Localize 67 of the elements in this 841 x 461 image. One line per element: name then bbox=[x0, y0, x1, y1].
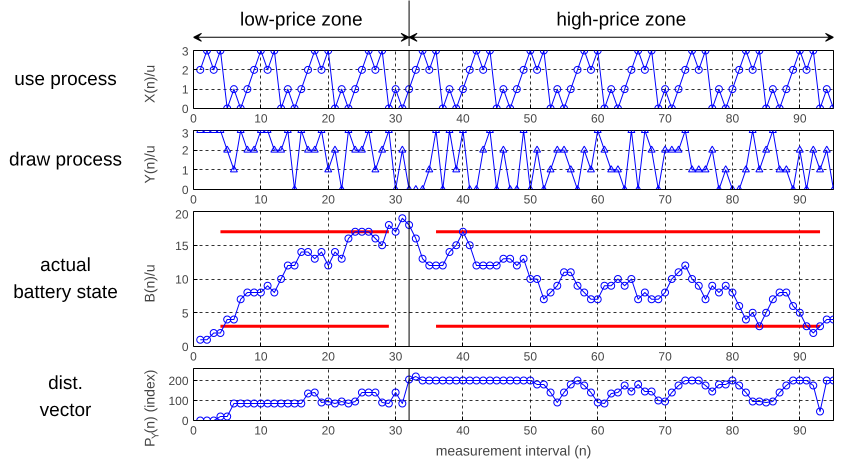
x-tick-label: 0 bbox=[190, 424, 198, 438]
x-tick-label: 30 bbox=[388, 350, 403, 364]
x-tick-label: 30 bbox=[388, 112, 403, 126]
x-tick-label: 70 bbox=[658, 112, 672, 126]
x-tick-label: 90 bbox=[793, 192, 807, 206]
text: dist. vector bbox=[40, 372, 92, 422]
y-axis-title: B(n)/u bbox=[142, 264, 158, 303]
x-tick-label: 80 bbox=[726, 424, 740, 438]
x-tick-label: 50 bbox=[524, 192, 538, 206]
y-tick-label: 0 bbox=[182, 183, 189, 197]
y-tick-label: 15 bbox=[175, 238, 189, 253]
x-tick-label: 30 bbox=[388, 192, 403, 206]
x-tick-label: 50 bbox=[524, 350, 538, 364]
x-tick-label: 10 bbox=[254, 112, 268, 126]
y-tick-label: 1 bbox=[182, 82, 189, 97]
y-tick-label: 1 bbox=[182, 163, 189, 178]
x-tick-label: 0 bbox=[190, 192, 198, 206]
y-axis-title: PY(n) (index) bbox=[142, 370, 162, 447]
y-tick-label: 2 bbox=[182, 63, 189, 78]
x-tick-label: 70 bbox=[658, 350, 672, 364]
y-tick-label: 100 bbox=[168, 394, 189, 408]
x-axis-title: measurement interval (n) bbox=[436, 442, 592, 458]
x-tick-label: 20 bbox=[322, 192, 336, 206]
x-tick-label: 70 bbox=[658, 192, 672, 206]
x-tick-label: 60 bbox=[591, 424, 605, 438]
x-tick-label: 80 bbox=[726, 112, 740, 126]
x-tick-label: 40 bbox=[456, 112, 470, 126]
text: actual battery state bbox=[13, 254, 118, 304]
x-tick-label: 70 bbox=[658, 424, 672, 438]
x-tick-label: 90 bbox=[793, 350, 807, 364]
text: low-price zone bbox=[240, 9, 363, 30]
y-tick-label: 3 bbox=[182, 126, 189, 140]
x-tick-label: 80 bbox=[726, 350, 740, 364]
x-tick-label: 80 bbox=[726, 192, 740, 206]
x-tick-label: 60 bbox=[591, 112, 605, 126]
x-tick-label: 20 bbox=[322, 350, 336, 364]
text: use process bbox=[14, 69, 117, 90]
x-tick-label: 0 bbox=[190, 350, 198, 364]
x-tick-label: 10 bbox=[254, 350, 268, 364]
y-tick-label: 0 bbox=[182, 102, 189, 116]
x-tick-label: 20 bbox=[322, 424, 336, 438]
x-tick-label: 10 bbox=[254, 192, 268, 206]
x-tick-label: 10 bbox=[254, 424, 268, 438]
x-tick-label: 50 bbox=[524, 424, 538, 438]
x-tick-label: 40 bbox=[456, 424, 470, 438]
x-tick-label: 20 bbox=[322, 112, 336, 126]
x-tick-label: 90 bbox=[793, 424, 807, 438]
y-tick-label: 0 bbox=[182, 340, 189, 354]
y-tick-label: 3 bbox=[182, 44, 189, 58]
y-axis-title: Y(n)/u bbox=[142, 145, 158, 184]
x-tick-label: 60 bbox=[591, 192, 605, 206]
text: draw process bbox=[9, 150, 122, 170]
y-axis-title: X(n)/u bbox=[142, 64, 158, 104]
x-tick-label: 30 bbox=[388, 424, 403, 438]
y-tick-label: 5 bbox=[182, 306, 189, 320]
x-tick-label: 90 bbox=[793, 112, 807, 126]
x-tick-label: 50 bbox=[524, 112, 538, 126]
x-tick-label: 40 bbox=[456, 192, 470, 206]
y-tick-label: 200 bbox=[168, 374, 189, 388]
y-tick-label: 0 bbox=[182, 414, 189, 428]
y-tick-label: 2 bbox=[182, 144, 189, 158]
y-tick-label: 20 bbox=[175, 208, 189, 222]
x-tick-label: 40 bbox=[456, 350, 470, 364]
x-tick-label: 60 bbox=[591, 350, 605, 364]
x-tick-label: 0 bbox=[190, 112, 198, 126]
y-tick-label: 10 bbox=[175, 272, 189, 286]
text: high-price zone bbox=[556, 9, 686, 30]
